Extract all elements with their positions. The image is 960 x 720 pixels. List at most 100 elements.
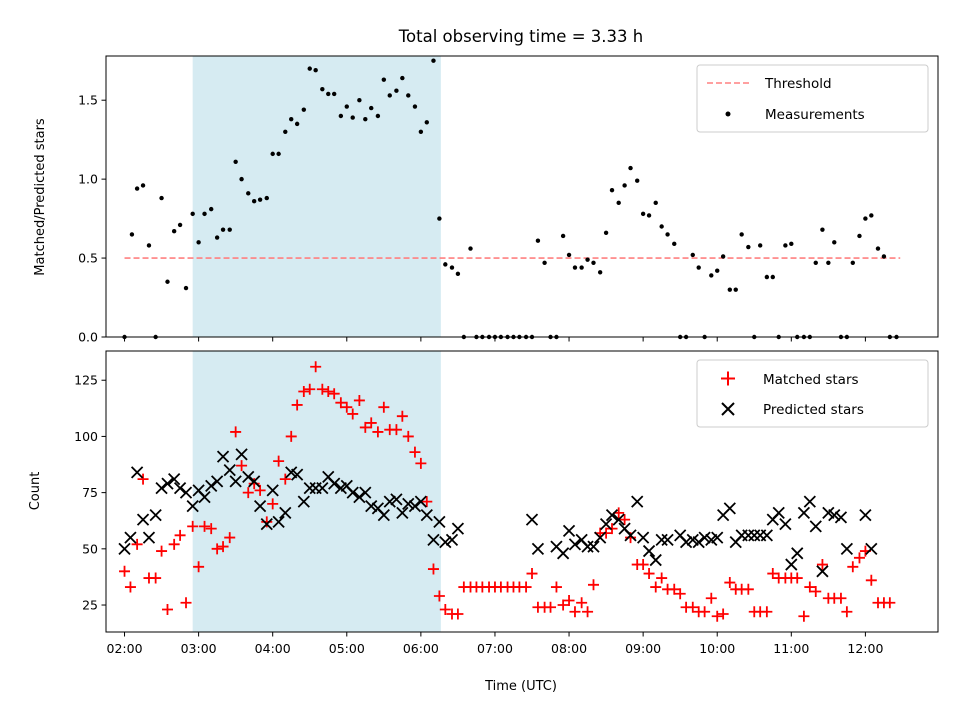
predicted-star-point	[223, 464, 236, 477]
predicted-star-point	[594, 531, 607, 544]
predicted-star-point	[173, 481, 187, 495]
predicted-star-point	[402, 497, 415, 511]
predicted-star-point	[179, 486, 193, 499]
measurement-point	[542, 260, 547, 266]
predicted-star-point	[365, 499, 378, 513]
predicted-star-point	[723, 502, 736, 515]
bottom-y-ticks: 25 50 75 100 125	[74, 373, 106, 613]
matched-star-point	[791, 572, 803, 584]
matched-star-point	[156, 545, 168, 557]
measurement-point	[233, 159, 238, 164]
predicted-star-point	[655, 533, 668, 546]
measurement-point	[431, 58, 436, 63]
legend-measurements-swatch	[725, 111, 731, 117]
matched-star-point	[230, 426, 242, 438]
predicted-star-point	[439, 535, 452, 549]
matched-star-point	[217, 541, 229, 553]
matched-star-point	[205, 523, 217, 535]
predicted-star-point	[698, 531, 711, 544]
bottom-legend-box	[696, 359, 929, 428]
measurement-point	[227, 227, 232, 232]
predicted-star-point	[834, 511, 848, 524]
measurement-point	[720, 254, 726, 259]
matched-star-point	[433, 590, 445, 602]
measurement-point	[709, 273, 714, 278]
predicted-star-point	[316, 481, 329, 495]
matched-star-point	[396, 410, 408, 422]
predicted-star-point	[420, 508, 433, 522]
matched-star-point	[193, 561, 205, 573]
measurement-point	[363, 116, 368, 122]
measurement-point	[331, 91, 337, 97]
predicted-star-point	[216, 450, 230, 463]
legend-matched-swatch	[721, 371, 735, 386]
matched-star-point	[304, 383, 316, 395]
predicted-star-point	[161, 477, 174, 490]
measurement-point	[283, 129, 288, 134]
matched-star-point	[865, 574, 877, 586]
predicted-star-point	[649, 553, 662, 567]
measurement-point	[183, 285, 189, 291]
top-x-ticks	[124, 337, 866, 342]
matched-star-point	[520, 581, 532, 593]
predicted-star-point	[791, 547, 804, 560]
x-tick-label: 12:00	[847, 641, 883, 656]
matched-star-point	[242, 487, 254, 499]
matched-star-point	[643, 568, 655, 580]
matched-star-point	[816, 559, 828, 571]
predicted-star-point	[865, 542, 878, 555]
measurement-point	[820, 227, 825, 232]
measurement-point	[622, 183, 627, 188]
measurement-point	[146, 243, 152, 248]
predicted-star-point	[303, 481, 316, 495]
measurement-point	[165, 279, 170, 284]
predicted-star-point	[427, 533, 440, 546]
matched-star-point	[841, 606, 853, 618]
matched-star-point	[291, 399, 303, 411]
measurement-point	[264, 195, 269, 201]
measurement-point	[789, 241, 794, 247]
matched-star-point	[137, 473, 149, 485]
matched-star-point	[810, 586, 822, 598]
matched-star-point	[576, 597, 588, 609]
predicted-star-point	[451, 522, 465, 535]
measurement-point	[869, 213, 874, 218]
matched-star-point	[409, 446, 421, 458]
top-y-tick-label: 1.0	[78, 172, 98, 187]
predicted-star-point	[556, 547, 570, 560]
matched-star-point	[180, 597, 192, 609]
matched-star-point	[279, 473, 291, 485]
matched-star-point	[402, 430, 414, 442]
measurement-point	[424, 120, 429, 125]
matched-star-point	[353, 394, 365, 406]
matched-star-point	[705, 592, 717, 604]
measurement-point	[875, 246, 881, 251]
x-tick-label: 03:00	[181, 641, 217, 656]
measurement-point	[813, 260, 818, 266]
predicted-star-point	[248, 475, 261, 488]
chart-title: Total observing time = 3.33 h	[398, 27, 643, 46]
measurement-point	[412, 104, 418, 109]
bottom-y-tick-label: 125	[74, 373, 98, 388]
matched-star-point	[557, 599, 569, 611]
measurement-point	[616, 200, 621, 206]
predicted-star-point	[124, 531, 137, 544]
matched-star-point	[835, 592, 847, 604]
matched-star-point	[761, 606, 773, 618]
measurement-point	[672, 241, 677, 247]
matched-star-point	[347, 408, 359, 420]
matched-star-point	[273, 455, 285, 467]
predicted-star-point	[328, 477, 341, 490]
predicted-star-point	[612, 513, 625, 526]
measurement-point	[591, 260, 596, 266]
matched-star-point	[285, 430, 297, 442]
matched-star-point	[199, 520, 211, 532]
bottom-y-axis-label: Count	[28, 472, 43, 511]
x-tick-label: 05:00	[329, 641, 365, 656]
measurement-point	[350, 115, 355, 120]
measurement-point	[646, 213, 652, 218]
matched-star-point	[717, 608, 729, 620]
x-axis-label: Time (UTC)	[484, 679, 557, 694]
matched-star-point	[569, 606, 581, 618]
